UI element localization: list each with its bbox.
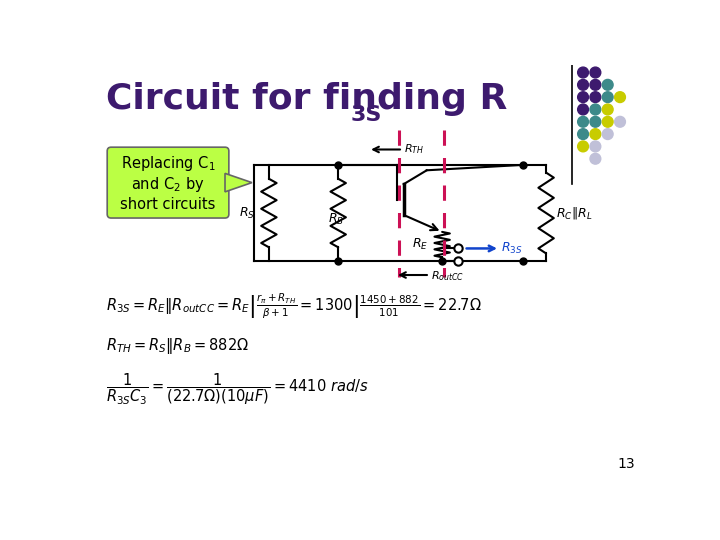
Text: $R_B$: $R_B$ xyxy=(328,212,344,227)
Text: Replacing C$_1$
and C$_2$ by
short circuits: Replacing C$_1$ and C$_2$ by short circu… xyxy=(120,153,216,212)
Text: $R_{TH}$: $R_{TH}$ xyxy=(405,142,425,156)
Circle shape xyxy=(577,92,588,103)
Circle shape xyxy=(590,141,600,152)
Circle shape xyxy=(577,117,588,127)
Text: $\dfrac{1}{R_{3S}C_3} = \dfrac{1}{(22.7\Omega)(10\mu F)} = 4410\ rad/s$: $\dfrac{1}{R_{3S}C_3} = \dfrac{1}{(22.7\… xyxy=(106,372,368,407)
Text: $R_S$: $R_S$ xyxy=(239,206,255,220)
Circle shape xyxy=(603,92,613,103)
Circle shape xyxy=(603,129,613,139)
Text: $R_{outCC}$: $R_{outCC}$ xyxy=(431,269,464,282)
Text: $R_{3S} = R_E \| R_{outCC} = R_E \left| \frac{r_\pi + R_{TH}}{\beta+1} = 1300 \r: $R_{3S} = R_E \| R_{outCC} = R_E \left| … xyxy=(106,292,482,321)
Text: 13: 13 xyxy=(617,457,634,471)
Circle shape xyxy=(615,117,626,127)
Circle shape xyxy=(577,79,588,90)
Circle shape xyxy=(577,129,588,139)
Text: 3S: 3S xyxy=(351,105,382,125)
Circle shape xyxy=(590,117,600,127)
Text: $R_{3S}$: $R_{3S}$ xyxy=(501,241,523,256)
Text: $R_E$: $R_E$ xyxy=(412,237,428,252)
Circle shape xyxy=(590,153,600,164)
FancyBboxPatch shape xyxy=(107,147,229,218)
Circle shape xyxy=(590,79,600,90)
Circle shape xyxy=(603,79,613,90)
Circle shape xyxy=(615,92,626,103)
Circle shape xyxy=(590,67,600,78)
Circle shape xyxy=(577,67,588,78)
Circle shape xyxy=(603,117,613,127)
Circle shape xyxy=(590,129,600,139)
Circle shape xyxy=(590,92,600,103)
Polygon shape xyxy=(225,173,252,192)
Text: $R_C \| R_L$: $R_C \| R_L$ xyxy=(556,205,593,221)
Circle shape xyxy=(577,104,588,115)
Circle shape xyxy=(603,104,613,115)
Text: $R_{TH} = R_S \| R_B = 882\Omega$: $R_{TH} = R_S \| R_B = 882\Omega$ xyxy=(106,336,248,356)
Circle shape xyxy=(590,104,600,115)
Circle shape xyxy=(577,141,588,152)
Text: Circuit for finding R: Circuit for finding R xyxy=(106,82,507,116)
